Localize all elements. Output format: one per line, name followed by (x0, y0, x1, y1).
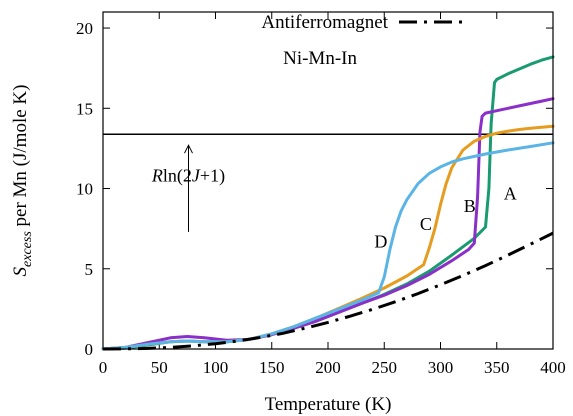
axes: 0 50 100 150 200 250 300 350 400 0 5 10 15 20 Temperat… (10, 12, 566, 415)
curve-label-d: D (374, 231, 387, 251)
plot-frame (102, 11, 554, 350)
y-tick-label: 15 (76, 99, 93, 118)
curve-label-a: A (504, 183, 517, 203)
series-group (101, 55, 555, 351)
x-tick-label: 100 (203, 358, 229, 377)
x-tick-label: 300 (428, 358, 454, 377)
curve-label-b: B (464, 196, 476, 216)
series-line-d (101, 141, 555, 351)
y-tick-label: 5 (85, 260, 94, 279)
y-axis-label: Sexcess per Mn (J/mole K) (10, 85, 35, 277)
x-tick-label: 200 (315, 358, 341, 377)
series-line-antiferromagnet (102, 231, 554, 351)
curve-label-c: C (420, 214, 432, 234)
reference-line-group: Rln(2J+1) (103, 133, 553, 232)
y-tick-label: 20 (76, 19, 93, 38)
x-tick-label: 350 (484, 358, 510, 377)
x-tick-label: 400 (540, 358, 566, 377)
legend-entry-ni-mn-in: Ni-Mn-In (283, 48, 357, 69)
series-line-a (101, 55, 555, 351)
reference-arrow-head (184, 144, 193, 154)
legend-entry-antiferromagnet: Antiferromagnet (261, 12, 388, 33)
y-tick-label: 0 (85, 340, 94, 359)
x-tick-label: 150 (259, 358, 285, 377)
x-tick-label: 250 (372, 358, 398, 377)
x-axis-label: Temperature (K) (265, 394, 392, 415)
x-tick-label: 0 (99, 358, 108, 377)
y-tick-label: 10 (76, 180, 93, 199)
x-tick-label: 50 (151, 358, 168, 377)
curve-annotations: A B C D (374, 183, 516, 251)
reference-line-label: Rln(2J+1) (151, 166, 225, 187)
legend: Antiferromagnet Ni-Mn-In (261, 12, 465, 69)
series-line-b (101, 97, 555, 351)
